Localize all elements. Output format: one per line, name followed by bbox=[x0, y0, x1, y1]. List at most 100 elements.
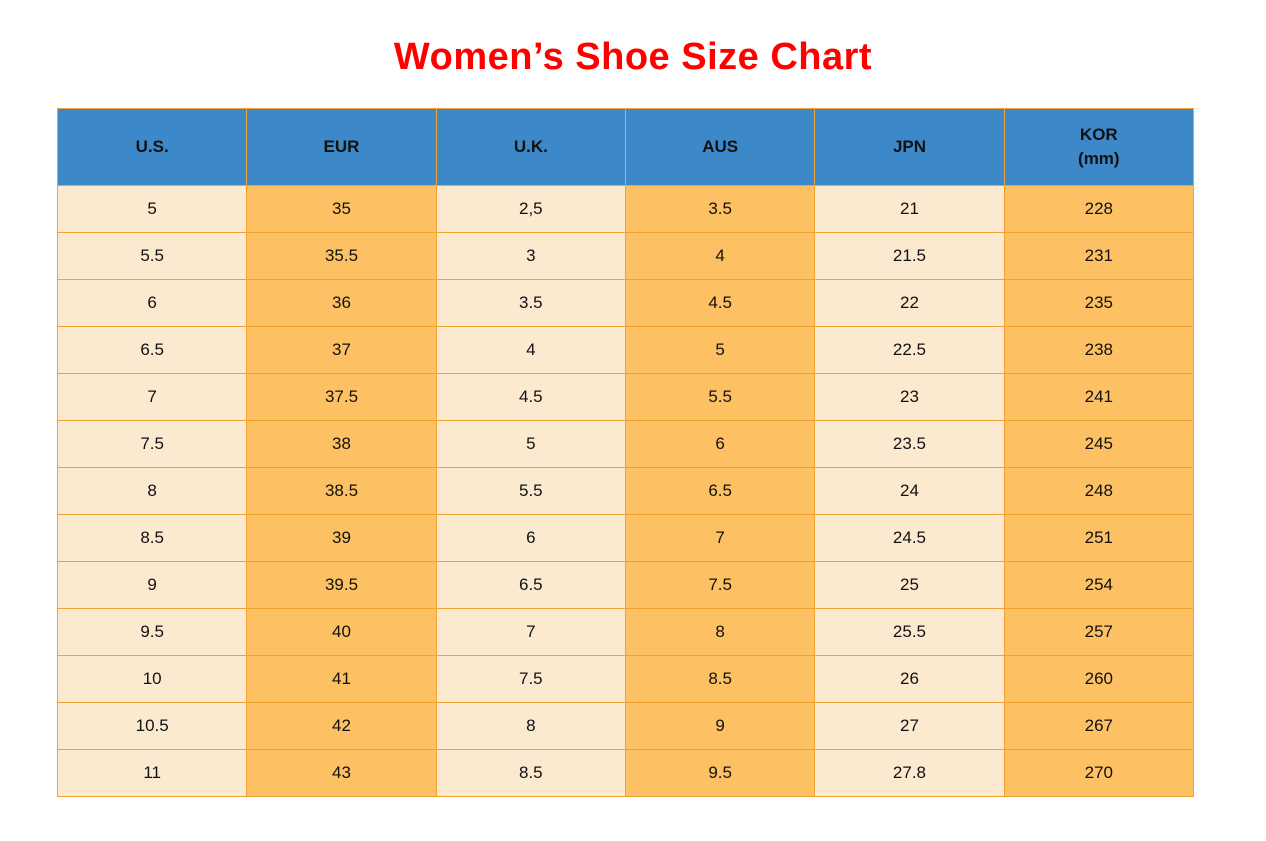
table-cell: 27 bbox=[814, 702, 1005, 750]
table-cell: 7 bbox=[624, 514, 816, 562]
table-row: 7.5 38 5 6 23.5 245 bbox=[56, 420, 1195, 468]
table-cell: 6.5 bbox=[435, 561, 626, 609]
table-cell: 5 bbox=[56, 185, 248, 233]
table-cell: 35.5 bbox=[246, 232, 437, 280]
column-header-label: JPN bbox=[892, 137, 927, 156]
column-header-uk: U.K. bbox=[435, 108, 626, 186]
table-cell: 35 bbox=[246, 185, 437, 233]
table-cell: 9.5 bbox=[56, 608, 248, 656]
table-cell: 43 bbox=[246, 749, 437, 797]
table-cell: 38 bbox=[246, 420, 437, 468]
table-cell: 260 bbox=[1003, 655, 1195, 703]
table-cell: 231 bbox=[1003, 232, 1195, 280]
table-cell: 9.5 bbox=[624, 749, 816, 797]
table-cell: 251 bbox=[1003, 514, 1195, 562]
column-header-eur: EUR bbox=[246, 108, 437, 186]
table-cell: 270 bbox=[1003, 749, 1195, 797]
table-cell: 2,5 bbox=[435, 185, 626, 233]
table-row: 10.5 42 8 9 27 267 bbox=[56, 702, 1195, 750]
table-row: 8.5 39 6 7 24.5 251 bbox=[56, 514, 1195, 562]
column-header-label: KOR bbox=[1079, 125, 1118, 144]
table-cell: 3.5 bbox=[624, 185, 816, 233]
table-cell: 6 bbox=[56, 279, 248, 327]
table-cell: 5.5 bbox=[435, 467, 626, 515]
column-header-jpn: JPN bbox=[814, 108, 1005, 186]
table-cell: 22 bbox=[814, 279, 1005, 327]
column-header-label: AUS bbox=[702, 137, 739, 156]
table-cell: 8 bbox=[435, 702, 626, 750]
shoe-size-table: U.S. EUR U.K. AUS JPN KOR (mm) 5 35 2,5 3.5… bbox=[56, 108, 1195, 797]
table-cell: 24 bbox=[814, 467, 1005, 515]
table-cell: 4.5 bbox=[435, 373, 626, 421]
table-cell: 235 bbox=[1003, 279, 1195, 327]
table-cell: 25.5 bbox=[814, 608, 1005, 656]
table-cell: 3 bbox=[435, 232, 626, 280]
table-cell: 4 bbox=[624, 232, 816, 280]
table-row: 10 41 7.5 8.5 26 260 bbox=[56, 655, 1195, 703]
table-body: 5 35 2,5 3.5 21 228 5.5 35.5 3 4 21.5 231 6 36 3.5 4.5 2… bbox=[56, 185, 1195, 797]
page-title: Women’s Shoe Size Chart bbox=[393, 36, 873, 78]
table-cell: 25 bbox=[814, 561, 1005, 609]
table-cell: 5 bbox=[624, 326, 816, 374]
table-cell: 5.5 bbox=[56, 232, 248, 280]
table-cell: 4.5 bbox=[624, 279, 816, 327]
table-cell: 257 bbox=[1003, 608, 1195, 656]
table-row: 11 43 8.5 9.5 27.8 270 bbox=[56, 749, 1195, 797]
table-cell: 21.5 bbox=[814, 232, 1005, 280]
table-cell: 4 bbox=[435, 326, 626, 374]
table-row: 5.5 35.5 3 4 21.5 231 bbox=[56, 232, 1195, 280]
table-cell: 10.5 bbox=[56, 702, 248, 750]
column-header-us: U.S. bbox=[56, 108, 248, 186]
table-cell: 7 bbox=[435, 608, 626, 656]
table-cell: 23.5 bbox=[814, 420, 1005, 468]
table-cell: 36 bbox=[246, 279, 437, 327]
table-cell: 3.5 bbox=[435, 279, 626, 327]
table-row: 7 37.5 4.5 5.5 23 241 bbox=[56, 373, 1195, 421]
table-row: 9.5 40 7 8 25.5 257 bbox=[56, 608, 1195, 656]
table-row: 6 36 3.5 4.5 22 235 bbox=[56, 279, 1195, 327]
column-header-kor: KOR (mm) bbox=[1003, 108, 1195, 186]
table-cell: 39 bbox=[246, 514, 437, 562]
table-cell: 26 bbox=[814, 655, 1005, 703]
table-cell: 6.5 bbox=[624, 467, 816, 515]
table-cell: 39.5 bbox=[246, 561, 437, 609]
column-header-sublabel: (mm) bbox=[1078, 149, 1120, 168]
table-cell: 238 bbox=[1003, 326, 1195, 374]
table-cell: 6 bbox=[624, 420, 816, 468]
table-cell: 8.5 bbox=[624, 655, 816, 703]
column-header-label: EUR bbox=[323, 137, 360, 156]
table-cell: 248 bbox=[1003, 467, 1195, 515]
table-cell: 38.5 bbox=[246, 467, 437, 515]
table-cell: 37 bbox=[246, 326, 437, 374]
table-cell: 40 bbox=[246, 608, 437, 656]
table-row: 9 39.5 6.5 7.5 25 254 bbox=[56, 561, 1195, 609]
column-header-label: U.S. bbox=[135, 137, 169, 156]
table-row: 5 35 2,5 3.5 21 228 bbox=[56, 185, 1195, 233]
table-cell: 24.5 bbox=[814, 514, 1005, 562]
table-cell: 21 bbox=[814, 185, 1005, 233]
table-cell: 42 bbox=[246, 702, 437, 750]
table-cell: 6.5 bbox=[56, 326, 248, 374]
table-cell: 8.5 bbox=[435, 749, 626, 797]
table-cell: 7.5 bbox=[435, 655, 626, 703]
table-row: 6.5 37 4 5 22.5 238 bbox=[56, 326, 1195, 374]
table-cell: 7.5 bbox=[56, 420, 248, 468]
table-cell: 41 bbox=[246, 655, 437, 703]
header-row: U.S. EUR U.K. AUS JPN KOR (mm) bbox=[56, 108, 1195, 186]
table-cell: 37.5 bbox=[246, 373, 437, 421]
table-cell: 8 bbox=[56, 467, 248, 515]
table-cell: 241 bbox=[1003, 373, 1195, 421]
table-cell: 27.8 bbox=[814, 749, 1005, 797]
table-cell: 5 bbox=[435, 420, 626, 468]
table-cell: 23 bbox=[814, 373, 1005, 421]
table-cell: 22.5 bbox=[814, 326, 1005, 374]
table-row: 8 38.5 5.5 6.5 24 248 bbox=[56, 467, 1195, 515]
table-cell: 5.5 bbox=[624, 373, 816, 421]
table-cell: 10 bbox=[56, 655, 248, 703]
table-cell: 9 bbox=[56, 561, 248, 609]
table-cell: 228 bbox=[1003, 185, 1195, 233]
table-cell: 267 bbox=[1003, 702, 1195, 750]
table-cell: 7 bbox=[56, 373, 248, 421]
table-cell: 11 bbox=[56, 749, 248, 797]
